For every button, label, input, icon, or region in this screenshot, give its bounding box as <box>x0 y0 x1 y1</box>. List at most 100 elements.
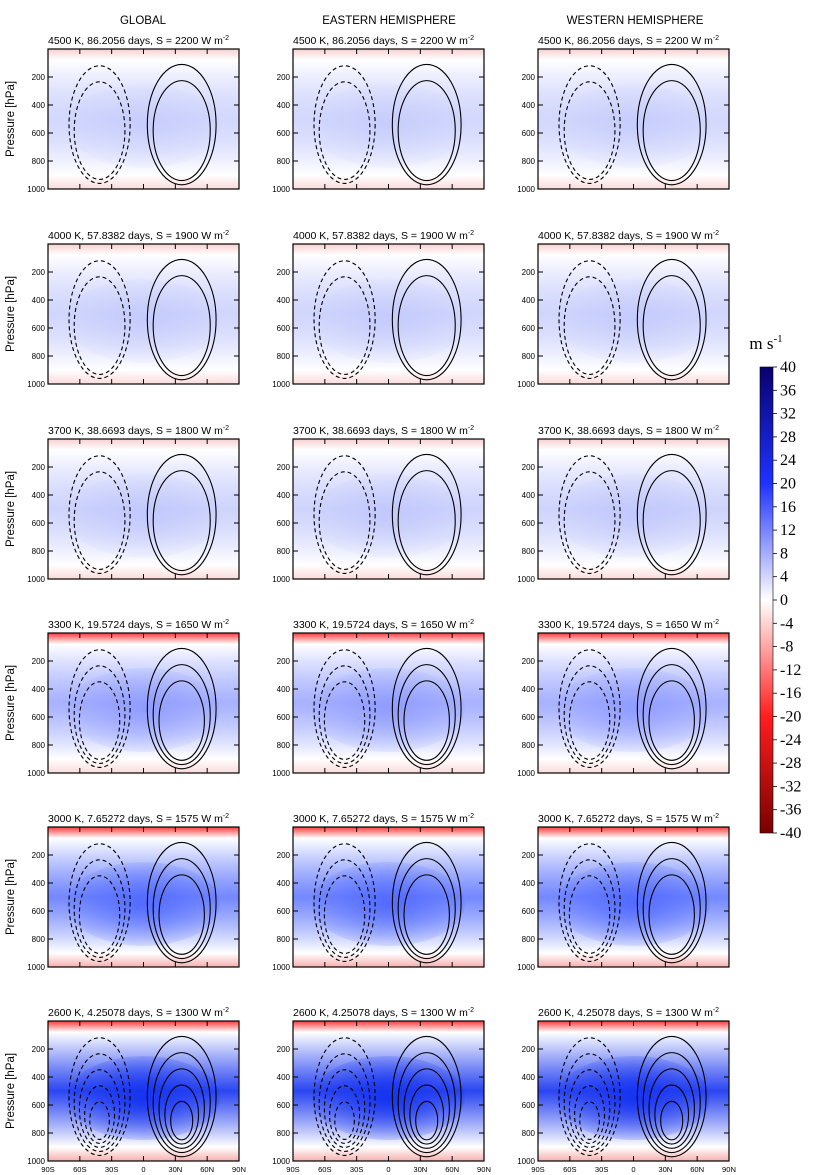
colorbar-tick-label: -40 <box>780 825 801 842</box>
contour-negative <box>558 455 621 574</box>
x-tick-label: 0 <box>141 1165 145 1174</box>
contour-negative <box>323 1069 366 1148</box>
contour-negative <box>563 1053 616 1152</box>
contour-positive <box>152 858 211 960</box>
jet-core <box>67 668 220 752</box>
y-tick-label: 800 <box>277 547 291 556</box>
contour-positive <box>152 275 211 377</box>
contour-negative <box>68 455 131 574</box>
jet-core <box>67 862 220 946</box>
colorbar-tick-label: 28 <box>780 429 796 446</box>
panel-title: 3300 K, 19.5724 days, S = 1650 W m-2 <box>48 619 229 631</box>
contour-positive <box>397 470 456 572</box>
y-tick-label: 600 <box>277 713 291 722</box>
panel-r2-c1: 4000 K, 57.8382 days, S = 1900 W m-2 200 4… <box>5 230 240 389</box>
contour-negative <box>318 81 371 180</box>
colorbar-tick-label: 24 <box>780 452 796 469</box>
y-tick-label: 600 <box>522 1101 536 1110</box>
y-tick-label: 800 <box>32 547 46 556</box>
contour-positive <box>164 1084 200 1145</box>
contour-negative <box>574 1085 606 1144</box>
colorbar: m s-1 4036322824201612840-4-8-12-16-20-2… <box>749 333 801 842</box>
contour-positive <box>397 858 456 960</box>
y-tick-label: 1000 <box>272 963 290 972</box>
contour-negative <box>323 681 366 760</box>
contour-negative <box>318 1053 371 1152</box>
jet-core <box>557 84 710 168</box>
y-tick-label: 800 <box>522 741 536 750</box>
y-tick-label: 600 <box>32 1101 46 1110</box>
y-tick-label: 800 <box>277 741 291 750</box>
jet-core <box>67 1056 220 1140</box>
y-tick-label: 400 <box>32 101 46 110</box>
y-tick-label: 200 <box>32 851 46 860</box>
contour-positive <box>654 1084 690 1145</box>
y-tick-label: 400 <box>32 685 46 694</box>
y-tick-label: 1000 <box>27 380 45 389</box>
contour-positive <box>642 275 701 377</box>
panel-title: 3300 K, 19.5724 days, S = 1650 W m-2 <box>293 619 474 631</box>
panel-title: 4500 K, 86.2056 days, S = 2200 W m-2 <box>293 35 474 47</box>
y-tick-label: 600 <box>277 324 291 333</box>
y-tick-label: 800 <box>277 157 291 166</box>
contour-negative <box>78 681 121 760</box>
contour-negative <box>78 875 121 954</box>
x-tick-label: 90N <box>477 1165 491 1174</box>
y-tick-label: 800 <box>522 547 536 556</box>
panel-title: 3000 K, 7.65272 days, S = 1575 W m-2 <box>48 813 229 825</box>
jet-core <box>312 279 465 363</box>
y-tick-label: 600 <box>32 713 46 722</box>
colorbar-tick-label: -36 <box>780 802 801 819</box>
x-tick-label: 0 <box>386 1165 390 1174</box>
y-tick-label: 1000 <box>272 769 290 778</box>
y-tick-label: 800 <box>32 741 46 750</box>
y-tick-label: 400 <box>522 491 536 500</box>
contour-positive <box>642 664 701 766</box>
panel-r4-c2: 3300 K, 19.5724 days, S = 1650 W m-2 200 4… <box>272 619 485 778</box>
y-tick-label: 1000 <box>272 1157 290 1166</box>
y-tick-label: 400 <box>522 879 536 888</box>
column-title-global: GLOBAL <box>120 15 167 27</box>
y-tick-label: 1000 <box>517 380 535 389</box>
panel-r1-c3: 4500 K, 86.2056 days, S = 2200 W m-2 200 4… <box>517 35 730 194</box>
contour-positive <box>146 258 217 381</box>
x-tick-label: 30N <box>168 1165 182 1174</box>
jet-core <box>557 474 710 558</box>
contour-negative <box>313 260 376 379</box>
contour-negative <box>68 649 131 768</box>
y-tick-label: 800 <box>522 352 536 361</box>
jet-core <box>67 279 220 363</box>
y-axis-label: Pressure [hPa] <box>5 276 17 352</box>
contour-positive <box>397 664 456 766</box>
panel-r2-c3: 4000 K, 57.8382 days, S = 1900 W m-2 200 4… <box>517 230 730 389</box>
y-tick-label: 1000 <box>27 1157 45 1166</box>
x-tick-label: 60N <box>200 1165 214 1174</box>
y-tick-label: 200 <box>32 463 46 472</box>
y-tick-label: 200 <box>277 73 291 82</box>
contour-positive <box>415 1100 439 1141</box>
colorbar-unit: m s-1 <box>749 333 782 353</box>
x-tick-label: 30S <box>350 1165 364 1174</box>
y-tick-label: 200 <box>522 268 536 277</box>
contour-positive <box>391 258 462 381</box>
x-tick-label: 30S <box>595 1165 609 1174</box>
y-axis-label: Pressure [hPa] <box>5 665 17 741</box>
contour-negative <box>318 665 371 764</box>
contour-negative <box>334 1101 355 1140</box>
panel-title: 2600 K, 4.25078 days, S = 1300 W m-2 <box>293 1007 474 1019</box>
contour-positive <box>152 1052 211 1154</box>
contour-positive <box>642 80 701 182</box>
contour-positive <box>403 1068 450 1149</box>
contour-negative <box>558 260 621 379</box>
contour-positive <box>146 647 217 770</box>
contour-negative <box>568 681 611 760</box>
x-tick-label: 90N <box>722 1165 736 1174</box>
panel-r6-c3: 2600 K, 4.25078 days, S = 1300 W m-2 200 4… <box>517 1007 736 1174</box>
jet-core <box>312 474 465 558</box>
y-axis-label: Pressure [hPa] <box>5 471 17 547</box>
contour-negative <box>558 65 621 184</box>
panel-title: 3700 K, 38.6693 days, S = 1800 W m-2 <box>48 425 229 437</box>
colorbar-tick-label: -32 <box>780 778 801 795</box>
contour-negative <box>563 665 616 764</box>
